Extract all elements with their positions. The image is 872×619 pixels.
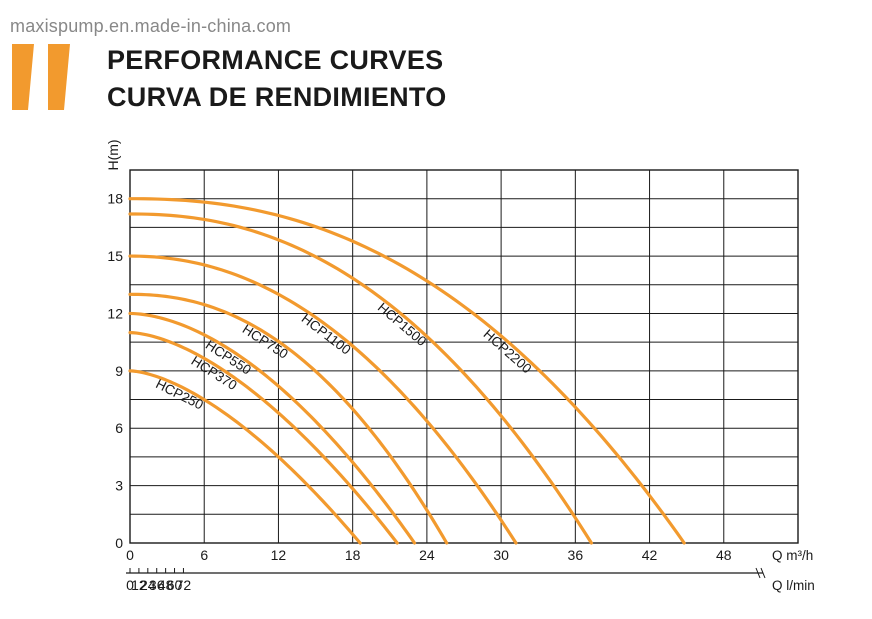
performance-curve-hcp1500 [128,212,594,545]
performance-curve-hcp550 [128,311,417,545]
y-tick-label: 6 [115,420,123,436]
x-tick-label: 0 [126,547,134,563]
y-tick-label: 18 [107,191,123,207]
y-axis-label: H(m) [105,139,121,170]
series-label: HCP250 [153,376,205,412]
x-axis-label: Q m³/h [772,548,813,563]
watermark-text: maxispump.en.made-in-china.com [10,16,292,36]
chart-title-line-2: CURVA DE RENDIMIENTO [107,82,447,112]
x-tick-label: 24 [419,547,435,563]
x-tick-label: 18 [345,547,361,563]
y-tick-label: 9 [115,363,123,379]
y-tick-label: 12 [107,305,123,321]
performance-curve-hcp1100 [128,254,518,545]
chart-title-line-1: PERFORMANCE CURVES [107,45,444,75]
secondary-axis-break [760,567,766,579]
series-label: HCP1500 [375,300,429,349]
quote-mark-left [12,44,34,110]
x2-tick-label: 48 [158,577,174,593]
series-label: HCP750 [240,321,291,361]
chart-grid [129,169,799,544]
x2-axis-label: Q l/min [772,578,815,593]
x-tick-label: 30 [493,547,509,563]
performance-curve-hcp2200 [128,197,686,545]
x2-tick-label: 0 [126,577,134,593]
x-tick-label: 42 [642,547,658,563]
x2-tick-label: 60 [167,577,183,593]
performance-curve-hcp250 [128,369,362,545]
x2-tick-label: 24 [140,577,156,593]
x2-tick-label: 36 [149,577,165,593]
quote-mark-icon [12,44,70,110]
secondary-axis-break [755,567,761,579]
performance-curve-hcp750 [128,292,449,545]
plot-frame [129,169,799,544]
x-tick-label: 36 [568,547,584,563]
x2-tick-label: 12 [131,577,147,593]
x-tick-label: 12 [271,547,287,563]
x-tick-label: 6 [200,547,208,563]
x-tick-label: 48 [716,547,732,563]
quote-mark-right [48,44,70,110]
y-tick-label: 0 [115,535,123,551]
y-tick-label: 15 [107,248,123,264]
series-label: HCP2200 [481,326,535,376]
x2-tick-label: 72 [176,577,192,593]
series-label: HCP1100 [299,311,354,358]
performance-curve-hcp370 [128,330,399,545]
y-tick-label: 3 [115,478,123,494]
